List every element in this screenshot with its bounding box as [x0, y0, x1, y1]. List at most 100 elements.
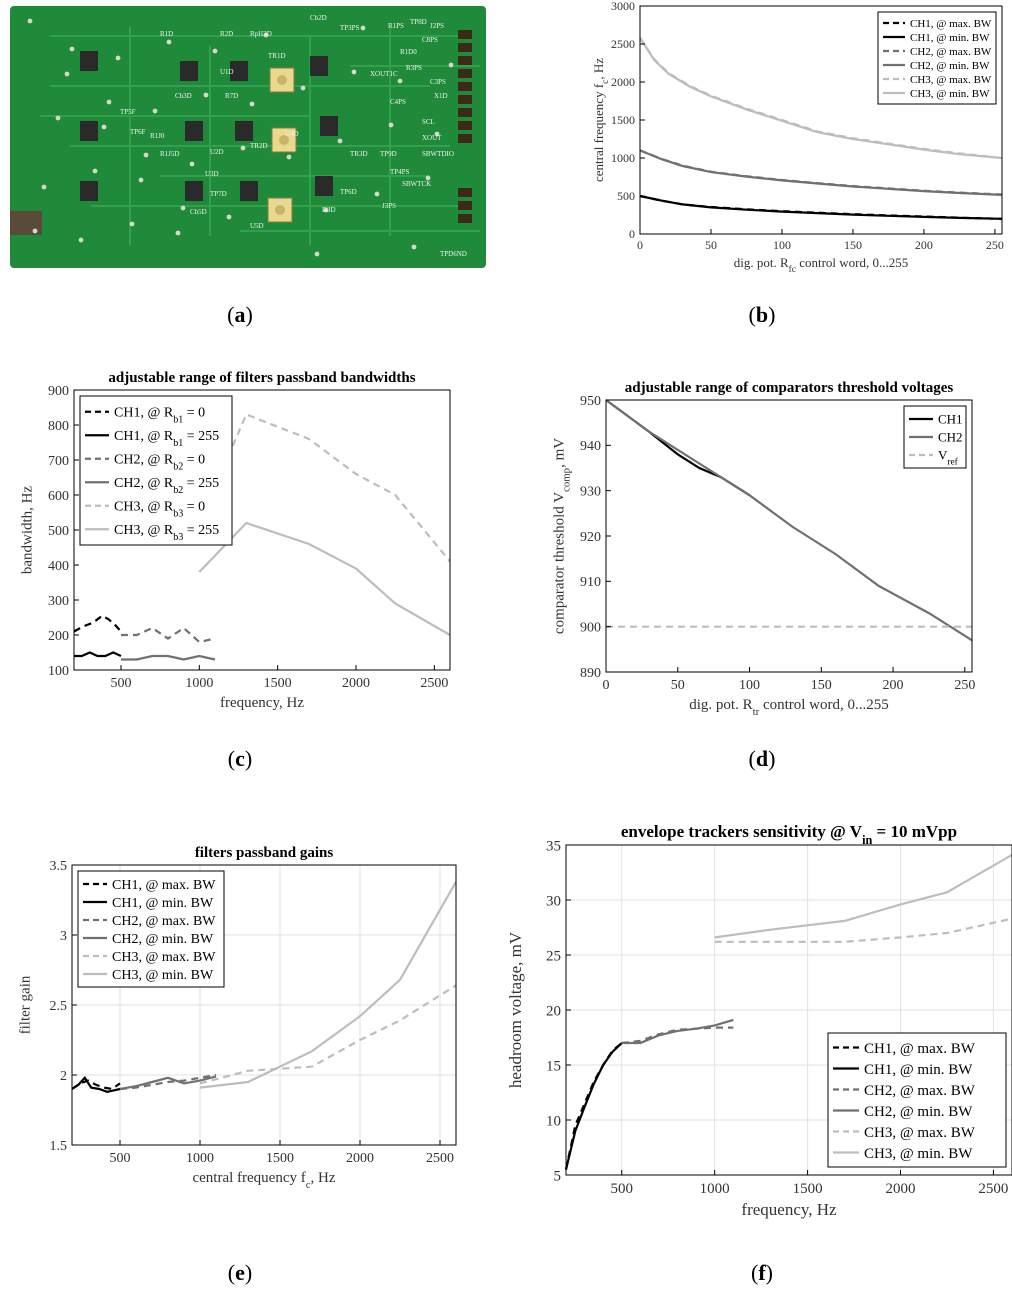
pcb-via [32, 228, 38, 234]
pcb-silkscreen-label: U4D [285, 130, 299, 138]
y-tick-label: 900 [48, 384, 69, 399]
y-tick-label: 500 [617, 189, 635, 203]
legend-entry: CH2, @ min. BW [910, 60, 990, 72]
chart-title: adjustable range of comparators threshol… [625, 380, 954, 396]
x-axis-label: frequency, Hz [741, 1200, 837, 1219]
pcb-chip [80, 121, 98, 141]
legend-entry: CH3, @ min. BW [112, 968, 214, 983]
pcb-header-pin [458, 188, 472, 197]
x-tick-label: 500 [110, 1151, 131, 1166]
pcb-via [226, 214, 232, 220]
x-tick-label: 1500 [266, 1151, 294, 1166]
pcb-via [360, 25, 366, 31]
y-tick-label: 200 [48, 629, 69, 644]
legend-box [827, 1032, 1007, 1168]
y-tick-label: 25 [546, 948, 561, 964]
chart-passband-gains: 500 1000 1500 2000 2500 1.5 2 2.5 3 3.5 central fr… [18, 845, 457, 1191]
x-tick-label: 500 [611, 1181, 634, 1197]
series-line-2 [74, 651, 122, 658]
pcb-header-pin [458, 69, 472, 78]
y-tick-label: 3 [60, 929, 67, 944]
caption-d: (d) [748, 746, 776, 771]
pcb-chip [230, 61, 248, 81]
y-axis-label: central frequency fc​, Hz [591, 58, 611, 182]
legend-entry: CH2, @ Rb2​ = 0 [114, 453, 205, 473]
y-tick-label: 15 [546, 1058, 561, 1074]
x-tick-label: 50 [671, 678, 685, 693]
legend-box [79, 395, 233, 546]
pcb-via [55, 115, 61, 121]
pcb-silkscreen-label: XOUT1C [370, 70, 398, 78]
pcb-chip [235, 121, 253, 141]
pcb-silkscreen-label: RpH3D [250, 30, 272, 38]
series-line-4 [119, 1075, 217, 1091]
series-line-6 [714, 853, 1012, 939]
x-tick-label: 1000 [700, 1181, 730, 1197]
pcb-chip [80, 181, 98, 201]
x-axis-label: dig. pot. Rtr​ control word, 0...255 [689, 697, 889, 718]
x-tick-label: 1500 [793, 1181, 823, 1197]
y-tick-label: 910 [580, 575, 601, 590]
pcb-silkscreen-label: Cb3D [175, 92, 192, 100]
legend-entry: CH1, @ Rb1​ = 0 [114, 406, 205, 426]
legend-entry: CH1, @ max. BW [864, 1041, 976, 1057]
x-tick-label: 250 [986, 238, 1004, 252]
pcb-silkscreen-label: U2D [210, 148, 224, 156]
x-tick-label: 2500 [426, 1151, 454, 1166]
pcb-silkscreen-label: X1D [434, 92, 448, 100]
y-axis-label: headroom voltage, mV [506, 931, 525, 1088]
legend-entry: CH2, @ Rb2​ = 255 [114, 476, 219, 496]
y-tick-label: 900 [580, 621, 601, 636]
y-tick-label: 2500 [611, 37, 635, 51]
pcb-via [175, 230, 181, 236]
pcb-silkscreen-label: C4PS [390, 98, 406, 106]
x-tick-label: 1000 [185, 676, 213, 691]
pcb-silkscreen-label: XOUT [422, 134, 442, 142]
pcb-silkscreen-label: J3PS [382, 202, 396, 210]
pcb-silkscreen-label: R1D0 [400, 48, 417, 56]
pcb-via [337, 138, 343, 144]
legend-entry: CH2, @ max. BW [864, 1083, 976, 1099]
x-tick-label: 150 [811, 678, 832, 693]
pcb-header-pin [458, 134, 472, 143]
legend-entry: CH3, @ min. BW [910, 88, 990, 100]
pcb-silkscreen-label: C8PS [422, 36, 438, 44]
pcb-via [240, 145, 246, 151]
pcb-silkscreen-label: TR2D [250, 142, 268, 150]
pcb-header-pin [458, 30, 472, 39]
pcb-silkscreen-label: Cb5D [190, 208, 207, 216]
pcb-header-pin [458, 43, 472, 52]
legend-entry: CH1 [938, 412, 963, 427]
chart-title: adjustable range of filters passband ban… [108, 370, 415, 386]
chart-bandwidths: 500 1000 1500 2000 2500 100 200 300 400 500 600 700… [20, 370, 451, 711]
pcb-silkscreen-label: R1D [160, 30, 173, 38]
x-axis-label: frequency, Hz [220, 695, 304, 711]
pcb-header-pin [458, 56, 472, 65]
y-tick-label: 800 [48, 419, 69, 434]
pcb-via [27, 18, 33, 24]
y-tick-label: 920 [580, 530, 601, 545]
pcb-via [300, 85, 306, 91]
pcb-silkscreen-label: TP7D [210, 190, 227, 198]
legend-entry: Vref​ [938, 448, 959, 468]
pcb-silkscreen-label: R1PS [388, 22, 404, 30]
chart-envelope-sensitivity: 500 1000 1500 2000 2500 5 10 15 20 25 30 35 frequenc… [506, 822, 1012, 1219]
y-tick-label: 950 [580, 394, 601, 409]
pcb-trimmer-screw [275, 205, 285, 215]
pcb-via [129, 221, 135, 227]
pcb-via [263, 32, 269, 38]
pcb-chips [10, 18, 472, 257]
pcb-via [448, 62, 454, 68]
y-tick-label: 1000 [611, 151, 635, 165]
legend-entry: CH3, @ Rb3​ = 0 [114, 500, 205, 520]
series-line-5 [714, 917, 1012, 943]
pcb-via [314, 251, 320, 257]
x-tick-label: 2500 [420, 676, 448, 691]
pcb-header-pin [458, 82, 472, 91]
series-line-1 [71, 1079, 121, 1091]
series-line-4 [639, 149, 1003, 196]
pcb-chip [310, 56, 328, 76]
x-tick-label: 200 [883, 678, 904, 693]
pcb-via [434, 131, 440, 137]
pcb-silkscreen-label: R1J5D [160, 150, 179, 158]
